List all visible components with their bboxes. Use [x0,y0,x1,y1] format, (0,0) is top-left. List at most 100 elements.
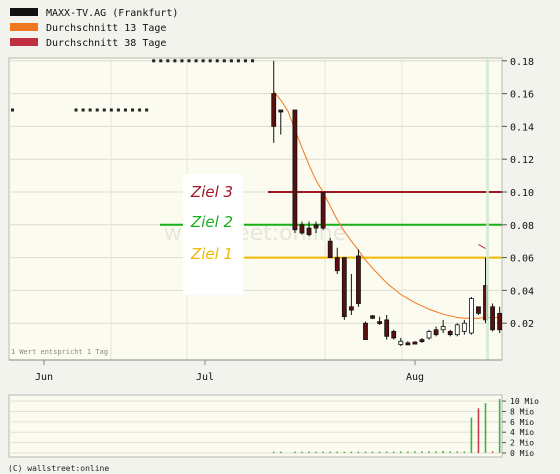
no-trade-marker [109,108,113,112]
target-lines: Ziel 3 Ziel 2 Ziel 1 [160,183,502,263]
no-trade-marker [116,108,120,112]
candle-body [497,312,503,331]
candle-body [327,240,333,258]
no-trade-marker [11,108,14,112]
candle-body [490,306,495,331]
candle-body [299,224,305,234]
y-tick-label: 0.06 [510,254,534,265]
no-trade-marker [123,108,127,112]
no-trade-marker [138,108,142,112]
no-trade-marker [208,59,212,63]
y-tick-label: 0.12 [510,155,534,166]
no-trade-marker [215,59,219,63]
y-tick-label: 0.02 [510,319,534,330]
y-tick-label: 0.10 [510,188,534,199]
legend-swatch [10,23,38,31]
candle-body [363,322,368,341]
moving-averages [273,90,500,319]
no-trade-marker [187,59,191,63]
volume-bars [272,399,501,453]
interval-note: 1 Wert entspricht 1 Tag [11,348,108,356]
target-label: Ziel 1 [190,245,233,263]
legend-label: MAXX-TV.AG (Frankfurt) [46,8,178,19]
no-trade-marker [166,59,170,63]
no-trade-marker [159,59,163,63]
candle-body [476,306,481,314]
volume-tick-label: 10 Mio [510,397,539,406]
candle-body [348,306,354,311]
x-tick-label: Aug [406,372,424,383]
no-trade-marker [243,59,247,63]
no-trade-marker [102,108,106,112]
candles [271,60,503,347]
candle-body [461,322,467,332]
candle-body [426,330,432,339]
no-trade-marker [88,108,92,112]
candle-body [405,342,411,346]
y-tick-label: 0.18 [510,57,534,68]
legend: MAXX-TV.AG (Frankfurt) Durchschnitt 13 Ta… [10,8,178,49]
copyright-footer: (C) wallstreet:online [8,464,109,473]
candle-body [341,257,347,318]
legend-label: Durchschnitt 13 Tage [46,23,166,34]
y-tick-label: 0.14 [510,122,534,133]
no-trade-marker [222,59,226,63]
volume-tick-label: 2 Mio [510,439,534,448]
candle-body [334,257,340,272]
candle-body [468,298,474,334]
y-tick-label: 0.16 [510,90,534,101]
time-axis: Jun Jul Aug [9,359,502,383]
candle-body [306,227,312,236]
no-trade-marker [81,108,85,112]
candle-body [391,330,397,339]
price-axis: 0.02 0.04 0.06 0.08 0.10 0.12 0.14 0.16 0.18 [502,57,534,330]
price-grid [9,58,502,360]
candle-body [320,191,326,229]
candle-body [412,341,418,345]
candle-body [278,109,284,113]
y-tick-label: 0.04 [510,286,534,297]
no-trade-marker [251,59,255,63]
no-trade-marker [180,59,184,63]
target-label: Ziel 2 [190,213,233,231]
legend-swatch [10,38,38,46]
candle-body [440,326,446,331]
candle-body [454,324,460,336]
candle-body [356,255,361,304]
volume-tick-label: 0 Mio [510,449,534,458]
current-day-highlight [486,58,489,360]
no-trade-marker [236,59,240,63]
ma38-line [478,244,486,250]
y-tick-label: 0.08 [510,221,534,232]
no-trade-marker [201,59,205,63]
no-trade-marker [74,108,78,112]
candle-body [292,109,298,231]
legend-label: Durchschnitt 38 Tage [46,38,166,49]
candle-body [370,315,375,319]
no-trade-marker [145,108,149,112]
no-trade-markers [11,59,255,112]
candle-body [447,330,453,336]
volume-tick-label: 6 Mio [510,418,534,427]
target-label-panel [183,174,243,295]
ma13-line [273,90,500,319]
volume-tick-label: 4 Mio [510,428,534,437]
volume-grid [9,400,502,454]
no-trade-marker [229,59,233,63]
x-tick-label: Jun [35,372,53,383]
no-trade-marker [131,108,135,112]
x-tick-label: Jul [196,372,214,383]
candle-body [384,319,390,337]
legend-swatch [10,8,38,16]
no-trade-marker [173,59,177,63]
candle-body [377,321,383,324]
candle-body [271,93,277,127]
no-trade-marker [95,108,99,112]
price-plot-area [8,57,503,361]
candle-body [419,339,425,343]
target-label: Ziel 3 [190,183,233,201]
candle-body [313,224,319,229]
candle-body [398,340,404,345]
